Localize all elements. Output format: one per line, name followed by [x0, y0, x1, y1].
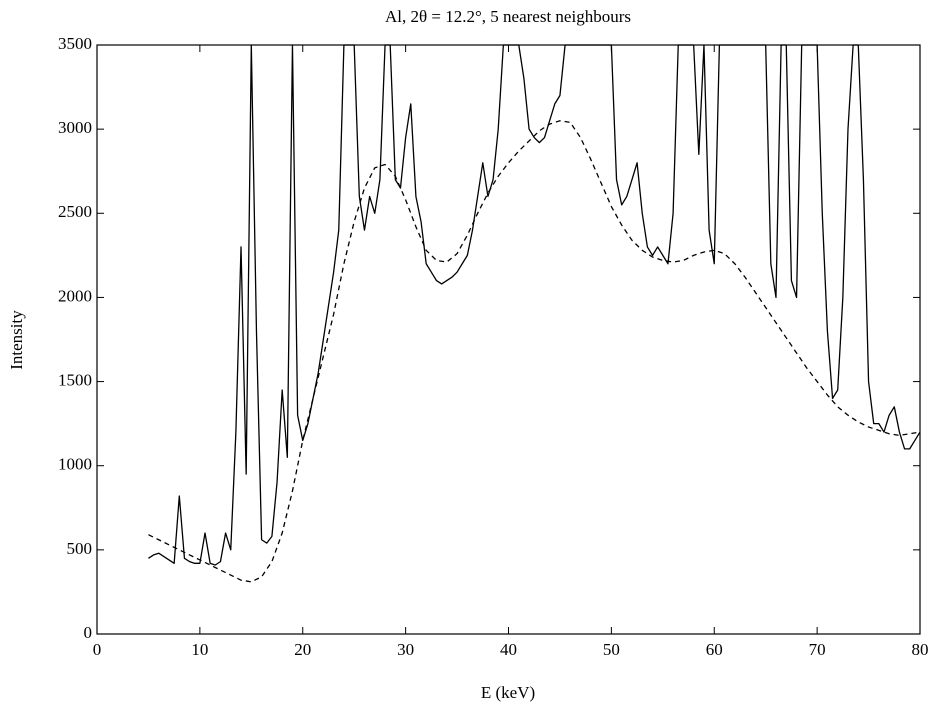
y-tick-label: 500	[67, 539, 93, 558]
x-tick-label: 50	[603, 640, 620, 659]
x-tick-label: 20	[294, 640, 311, 659]
y-tick-label: 1500	[58, 370, 92, 389]
y-axis-label: Intensity	[7, 310, 26, 370]
y-tick-label: 0	[84, 623, 93, 642]
y-tick-label: 3500	[58, 34, 92, 53]
x-tick-label: 30	[397, 640, 414, 659]
x-tick-label: 0	[93, 640, 102, 659]
x-tick-label: 70	[809, 640, 826, 659]
plot-frame	[96, 44, 921, 635]
x-tick-label: 10	[191, 640, 208, 659]
x-tick-label: 40	[500, 640, 517, 659]
fit-line	[148, 120, 921, 583]
y-tick-label: 2000	[58, 286, 92, 305]
y-tick-label: 2500	[58, 202, 92, 221]
x-axis-label: E (keV)	[481, 683, 535, 702]
y-tick-label: 3000	[58, 118, 92, 137]
chart-title: Al, 2θ = 12.2°, 5 nearest neighbours	[385, 7, 631, 26]
data-line	[148, 44, 921, 566]
y-tick-label: 1000	[58, 455, 92, 474]
x-tick-label: 60	[706, 640, 723, 659]
x-tick-label: 80	[912, 640, 929, 659]
